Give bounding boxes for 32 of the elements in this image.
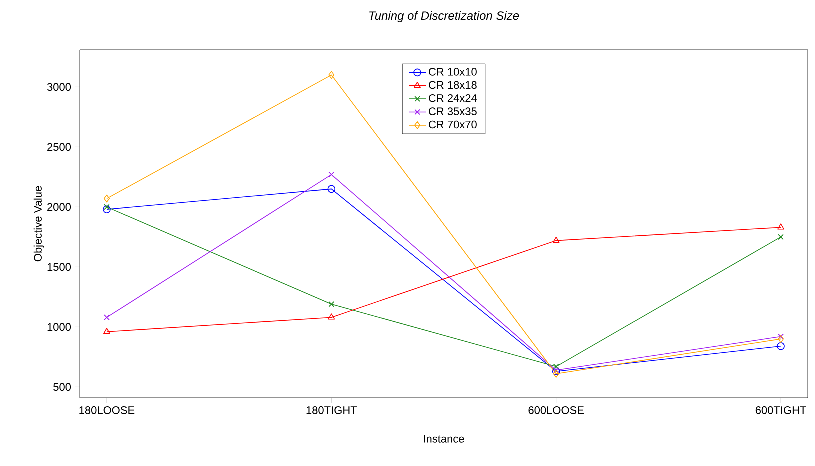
legend-label: CR 35x35	[429, 108, 477, 116]
legend-label: CR 10x10	[429, 68, 477, 76]
point	[778, 335, 784, 344]
legend-label: CR 24x24	[429, 94, 478, 102]
point	[328, 314, 336, 320]
x-tick-label: 180LOOSE	[80, 406, 135, 414]
chart-title: Tuning of Discretization Size	[369, 11, 520, 22]
legend-label: CR 18x18	[429, 81, 477, 90]
y-tick-label: 1500	[48, 263, 72, 272]
point	[104, 328, 110, 334]
y-tick-label: 500	[54, 383, 72, 392]
y-tick-label: 2500	[48, 143, 72, 152]
point	[328, 302, 334, 308]
x-tick-label: 600LOOSE	[528, 406, 584, 414]
y-axis-title: Objective Value	[34, 186, 44, 262]
y-tick-label: 1000	[48, 323, 72, 332]
point	[328, 71, 335, 80]
x-tick-label: 180TIGHT	[306, 406, 358, 414]
point	[777, 342, 785, 350]
point	[552, 236, 560, 243]
point	[104, 314, 110, 320]
legend-label: CR 70x70	[429, 120, 477, 129]
point	[553, 370, 560, 378]
point	[778, 224, 784, 230]
point	[328, 172, 334, 178]
y-tick-label: 3000	[47, 83, 72, 92]
x-tick-label: 600TIGHT	[756, 406, 806, 414]
x-axis-title: Instance	[424, 435, 464, 443]
point	[328, 185, 336, 194]
y-tick-label: 2000	[48, 203, 72, 212]
point	[103, 206, 111, 214]
point	[104, 194, 110, 203]
